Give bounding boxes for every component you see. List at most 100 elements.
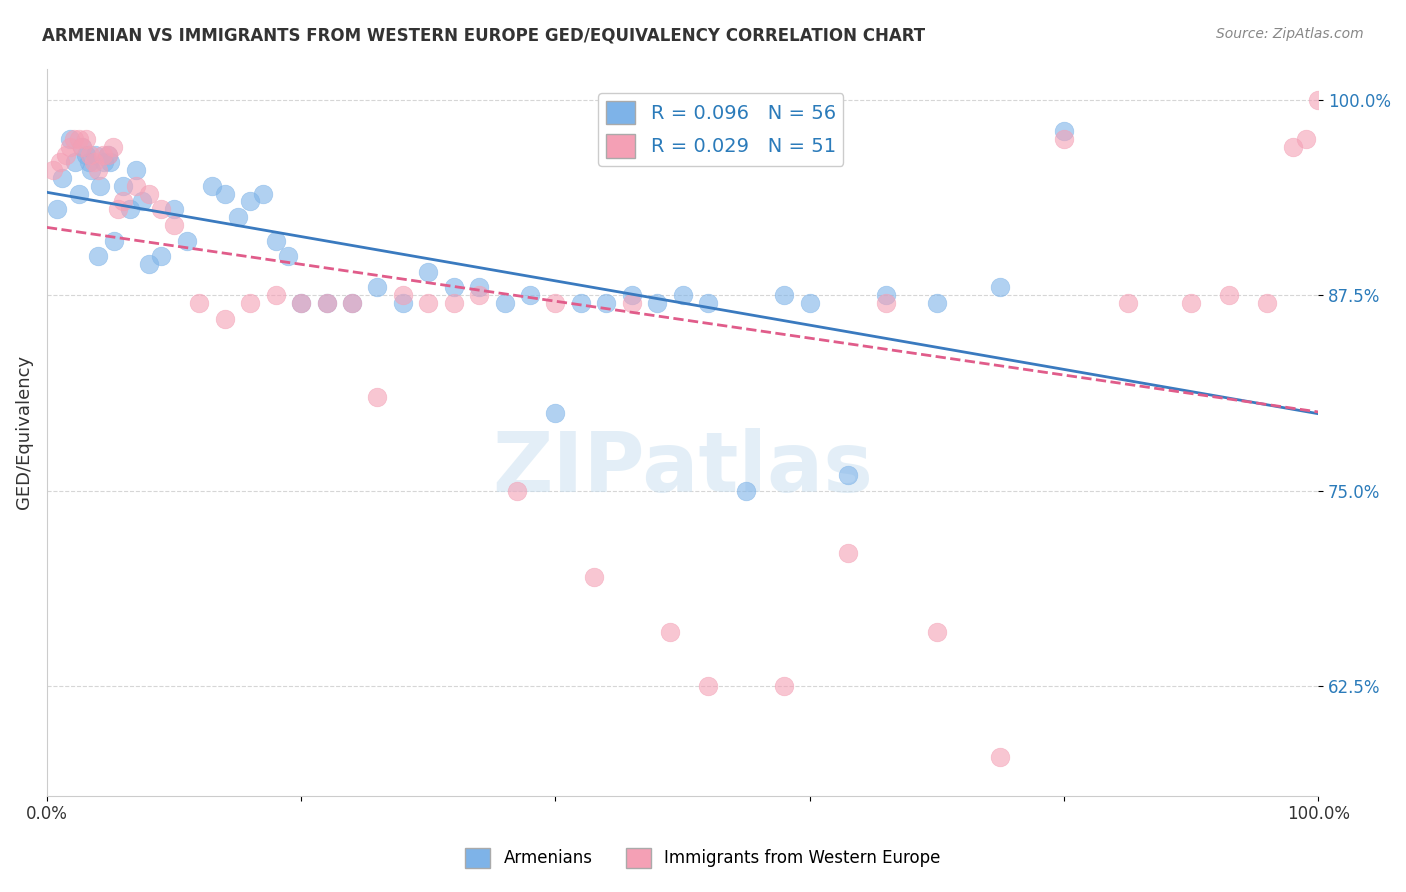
Text: ARMENIAN VS IMMIGRANTS FROM WESTERN EUROPE GED/EQUIVALENCY CORRELATION CHART: ARMENIAN VS IMMIGRANTS FROM WESTERN EURO…: [42, 27, 925, 45]
Point: [118, 202, 141, 217]
Point: [1053, 132, 1076, 146]
Point: [97, 147, 120, 161]
Point: [201, 178, 224, 193]
Point: [252, 186, 274, 201]
Point: [366, 390, 388, 404]
Point: [1256, 296, 1278, 310]
Point: [214, 311, 236, 326]
Point: [101, 139, 124, 153]
Point: [837, 468, 859, 483]
Point: [226, 210, 249, 224]
Point: [138, 186, 160, 201]
Point: [87, 249, 110, 263]
Point: [1295, 132, 1317, 146]
Point: [544, 406, 567, 420]
Point: [150, 202, 173, 217]
Point: [80, 163, 103, 178]
Point: [112, 178, 135, 193]
Point: [290, 296, 312, 310]
Point: [290, 296, 312, 310]
Point: [163, 218, 186, 232]
Point: [1180, 296, 1202, 310]
Point: [990, 749, 1012, 764]
Text: Source: ZipAtlas.com: Source: ZipAtlas.com: [1216, 27, 1364, 41]
Point: [214, 186, 236, 201]
Point: [125, 178, 148, 193]
Point: [72, 139, 94, 153]
Point: [62, 132, 84, 146]
Point: [671, 288, 693, 302]
Point: [84, 147, 107, 161]
Point: [75, 132, 97, 146]
Point: [55, 147, 77, 161]
Point: [658, 624, 681, 639]
Point: [506, 483, 529, 498]
Text: ZIPatlas: ZIPatlas: [492, 428, 873, 509]
Point: [93, 155, 115, 169]
Point: [131, 194, 153, 209]
Point: [468, 280, 491, 294]
Point: [392, 296, 415, 310]
Point: [773, 288, 796, 302]
Point: [163, 202, 186, 217]
Point: [773, 679, 796, 693]
Point: [582, 570, 605, 584]
Point: [1282, 139, 1305, 153]
Point: [79, 147, 101, 161]
Point: [875, 288, 897, 302]
Point: [83, 155, 105, 169]
Point: [468, 288, 491, 302]
Point: [645, 296, 668, 310]
Point: [1218, 288, 1240, 302]
Point: [697, 679, 720, 693]
Point: [925, 296, 948, 310]
Point: [799, 296, 821, 310]
Point: [544, 296, 567, 310]
Point: [48, 155, 70, 169]
Point: [264, 234, 287, 248]
Point: [595, 296, 617, 310]
Point: [138, 257, 160, 271]
Point: [107, 202, 129, 217]
Point: [63, 155, 86, 169]
Point: [519, 288, 541, 302]
Point: [697, 296, 720, 310]
Point: [91, 147, 114, 161]
Legend: R = 0.096   N = 56, R = 0.029   N = 51: R = 0.096 N = 56, R = 0.029 N = 51: [598, 93, 844, 166]
Point: [315, 296, 337, 310]
Point: [837, 546, 859, 560]
Point: [418, 265, 440, 279]
Point: [1053, 124, 1076, 138]
Point: [925, 624, 948, 639]
Point: [315, 296, 337, 310]
Point: [42, 163, 65, 178]
Point: [735, 483, 758, 498]
Point: [125, 163, 148, 178]
Point: [188, 296, 211, 310]
Point: [67, 186, 90, 201]
Point: [277, 249, 299, 263]
Point: [89, 178, 111, 193]
Point: [443, 280, 465, 294]
Point: [1116, 296, 1139, 310]
Point: [67, 132, 90, 146]
Point: [72, 139, 94, 153]
Point: [239, 194, 262, 209]
Point: [112, 194, 135, 209]
Point: [103, 234, 125, 248]
Point: [1308, 93, 1330, 107]
Legend: Armenians, Immigrants from Western Europe: Armenians, Immigrants from Western Europ…: [458, 841, 948, 875]
Point: [340, 296, 363, 310]
Point: [340, 296, 363, 310]
Point: [46, 202, 69, 217]
Point: [264, 288, 287, 302]
Point: [366, 280, 388, 294]
Y-axis label: GED/Equivalency: GED/Equivalency: [15, 355, 32, 509]
Point: [392, 288, 415, 302]
Point: [620, 288, 643, 302]
Point: [51, 171, 73, 186]
Point: [100, 155, 122, 169]
Point: [620, 296, 643, 310]
Point: [77, 155, 100, 169]
Point: [59, 132, 82, 146]
